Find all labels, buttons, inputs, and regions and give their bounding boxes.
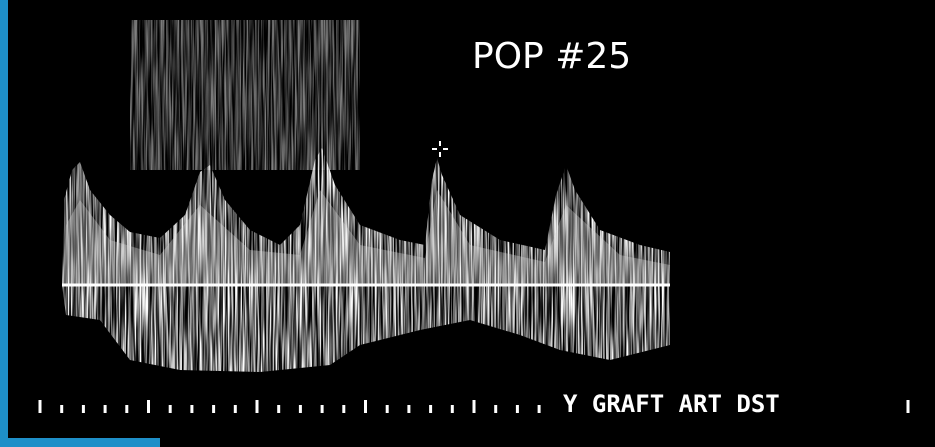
left-edge (0, 0, 8, 447)
probe-label: Y GRAFT ART DST (563, 390, 780, 418)
annotation: POP #25 (472, 36, 631, 77)
noise (130, 20, 360, 170)
doppler-screen: POP #25 Y GRAFT ART DST (0, 0, 935, 447)
bottom-edge (0, 438, 160, 447)
